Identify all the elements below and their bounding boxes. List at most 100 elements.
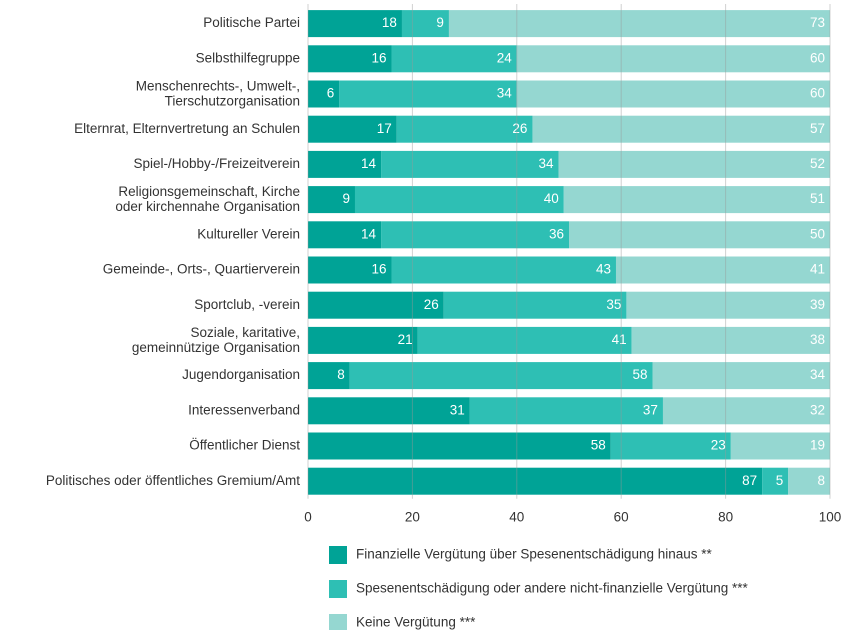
category-label: Interessenverband <box>188 402 300 417</box>
value-label: 43 <box>596 262 611 277</box>
legend-label: Keine Vergütung *** <box>356 615 476 630</box>
bar-segment <box>401 10 449 38</box>
category-label: Spiel-/Hobby-/Freizeitverein <box>133 156 300 171</box>
bar-segment <box>443 291 627 319</box>
value-label: 41 <box>612 332 627 347</box>
bar-segment <box>308 186 355 214</box>
bar-segment <box>626 291 830 319</box>
bar-segment <box>516 45 830 73</box>
bar-segment <box>662 397 830 425</box>
value-label: 32 <box>810 402 825 417</box>
bar-segment <box>308 362 350 390</box>
category-label: Sportclub, -verein <box>194 297 300 312</box>
bar-segment <box>563 186 830 214</box>
bar-segment <box>308 10 402 38</box>
legend-label: Spesenentschädigung oder andere nicht-fi… <box>356 581 749 596</box>
bar-segment <box>469 397 663 425</box>
bar-segment <box>730 432 830 460</box>
bar-segment <box>308 80 340 108</box>
bar-segment <box>396 115 533 143</box>
x-tick-label: 0 <box>304 509 312 524</box>
value-label: 36 <box>549 226 564 241</box>
value-label: 21 <box>398 332 413 347</box>
value-label: 50 <box>810 226 825 241</box>
x-tick-label: 60 <box>614 509 629 524</box>
bar-segment <box>762 467 789 495</box>
category-label: Religionsgemeinschaft, Kirche oder kirche… <box>115 184 300 214</box>
value-label: 8 <box>817 473 825 488</box>
bar-segment <box>308 326 418 354</box>
value-label: 34 <box>539 156 555 171</box>
bar-segment <box>308 467 763 495</box>
category-label: Soziale, karitative, gemeinnützige Organi… <box>132 324 300 354</box>
bar-segment <box>532 115 830 143</box>
bar-segment <box>308 150 382 178</box>
bar-segment <box>308 256 392 284</box>
value-label: 87 <box>742 473 757 488</box>
category-label: Selbsthilfegruppe <box>196 50 300 65</box>
value-label: 35 <box>606 297 621 312</box>
value-label: 26 <box>424 297 439 312</box>
bar-segment <box>308 115 397 143</box>
value-label: 60 <box>810 50 825 65</box>
value-label: 40 <box>544 191 559 206</box>
x-tick-label: 40 <box>509 509 524 524</box>
bar-segment <box>569 221 830 249</box>
bar-segment <box>354 186 564 214</box>
value-label: 16 <box>371 50 386 65</box>
bar-segment <box>381 221 569 249</box>
value-label: 58 <box>591 438 606 453</box>
value-label: 38 <box>810 332 825 347</box>
value-label: 6 <box>327 86 335 101</box>
legend-swatch <box>329 546 347 564</box>
bar-segment <box>448 10 830 38</box>
bar-segment <box>339 80 517 108</box>
category-label: Menschenrechts-, Umwelt-, Tierschutzorgan… <box>136 78 300 108</box>
value-label: 39 <box>810 297 825 312</box>
value-label: 18 <box>382 15 397 30</box>
value-label: 37 <box>643 402 658 417</box>
bar-segment <box>652 362 830 390</box>
legend-label: Finanzielle Vergütung über Spesenentschä… <box>356 547 713 562</box>
legend-swatch <box>329 614 347 630</box>
legend-swatch <box>329 580 347 598</box>
bar-segment <box>631 326 830 354</box>
bar-segment <box>417 326 632 354</box>
bar-segment <box>349 362 653 390</box>
value-label: 60 <box>810 86 825 101</box>
value-label: 31 <box>450 402 465 417</box>
value-label: 57 <box>810 121 825 136</box>
bar-segment <box>391 45 517 73</box>
bar-segment <box>308 221 382 249</box>
bar-segment <box>788 467 830 495</box>
value-label: 51 <box>810 191 825 206</box>
value-label: 73 <box>810 15 825 30</box>
value-label: 34 <box>497 86 513 101</box>
category-label: Politisches oder öffentliches Gremium/Am… <box>46 473 300 488</box>
bar-segment <box>558 150 830 178</box>
value-label: 24 <box>497 50 513 65</box>
bar-segment <box>615 256 830 284</box>
value-label: 26 <box>512 121 527 136</box>
category-label: Politische Partei <box>203 15 300 30</box>
category-label: Elternrat, Elternvertretung an Schulen <box>74 121 300 136</box>
bar-segment <box>391 256 616 284</box>
value-label: 17 <box>377 121 392 136</box>
value-label: 23 <box>711 438 726 453</box>
bar-segment <box>308 397 470 425</box>
bar-segment <box>610 432 731 460</box>
value-label: 19 <box>810 438 825 453</box>
category-label: Jugendorganisation <box>182 367 300 382</box>
value-label: 9 <box>436 15 444 30</box>
bar-segment <box>516 80 830 108</box>
value-label: 41 <box>810 262 825 277</box>
category-label: Kultureller Verein <box>197 226 300 241</box>
category-label: Gemeinde-, Orts-, Quartierverein <box>103 262 300 277</box>
value-label: 58 <box>632 367 647 382</box>
value-label: 14 <box>361 156 377 171</box>
bar-segment <box>308 432 611 460</box>
value-label: 34 <box>810 367 826 382</box>
category-label: Öffentlicher Dienst <box>189 438 300 453</box>
bar-segment <box>381 150 559 178</box>
